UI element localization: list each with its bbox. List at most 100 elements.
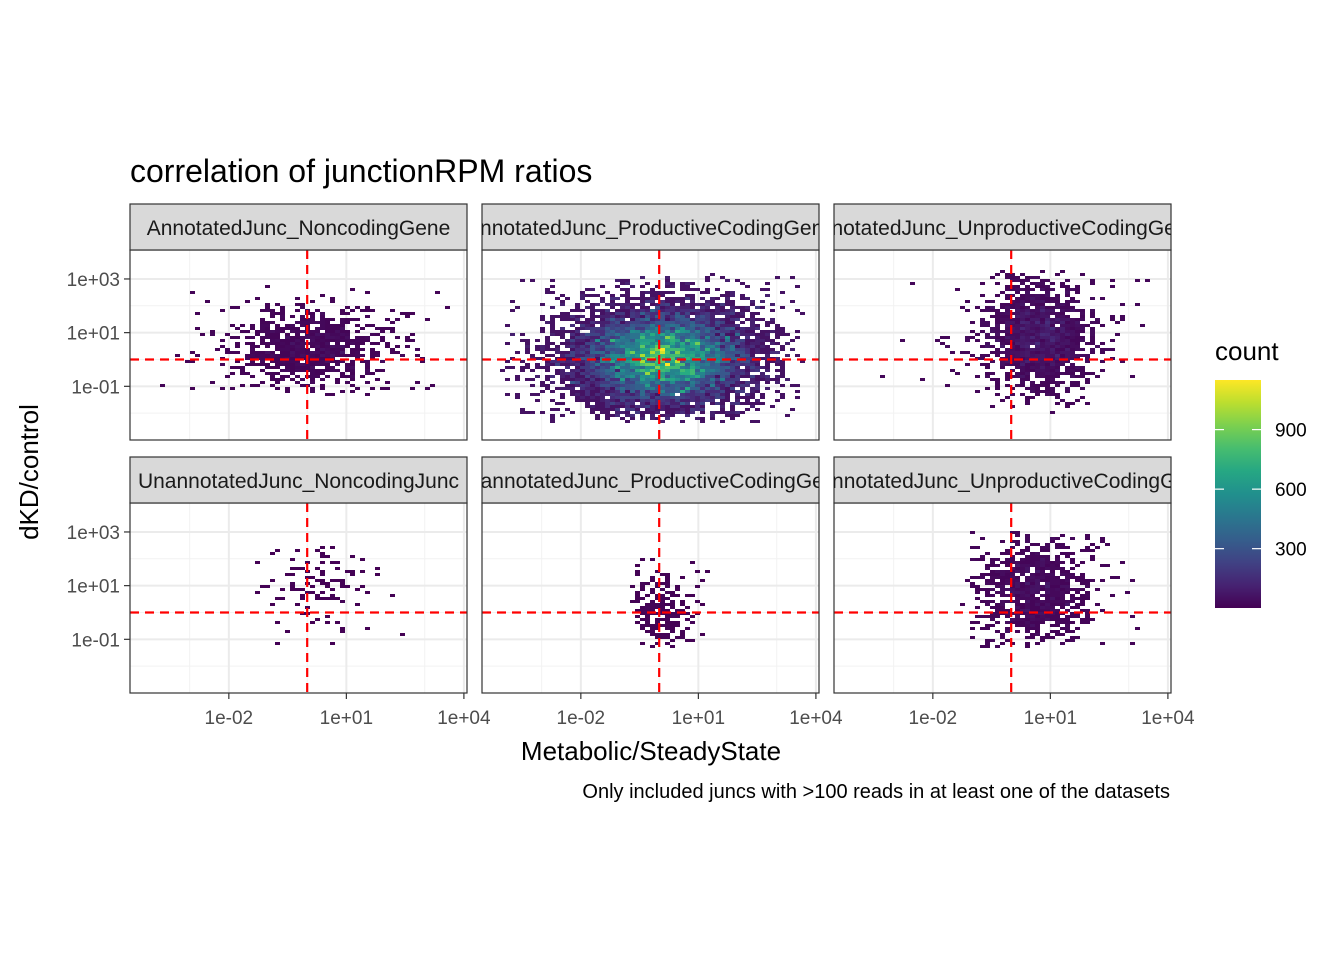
density-bin — [650, 354, 655, 357]
density-bin — [670, 285, 675, 288]
density-bin — [390, 327, 395, 330]
density-bin — [655, 348, 660, 351]
density-bin — [1000, 360, 1005, 363]
density-bin — [745, 357, 750, 360]
density-bin — [665, 342, 670, 345]
density-bin — [270, 339, 275, 342]
density-bin — [290, 357, 295, 360]
density-bin — [540, 411, 545, 414]
density-bin — [730, 345, 735, 348]
density-bin — [1040, 621, 1045, 624]
density-bin — [605, 339, 610, 342]
density-bin — [675, 399, 680, 402]
density-bin — [780, 330, 785, 333]
density-bin — [1045, 297, 1050, 300]
density-bin — [1055, 375, 1060, 378]
density-bin — [1060, 312, 1065, 315]
density-bin — [710, 354, 715, 357]
density-bin — [740, 282, 745, 285]
density-bin — [1060, 585, 1065, 588]
density-bin — [1045, 585, 1050, 588]
density-bin — [320, 324, 325, 327]
density-bin — [650, 600, 655, 603]
density-bin — [600, 375, 605, 378]
density-bin — [605, 291, 610, 294]
density-bin — [1075, 636, 1080, 639]
density-bin — [280, 588, 285, 591]
density-bin — [570, 411, 575, 414]
density-bin — [640, 321, 645, 324]
density-bin — [685, 414, 690, 417]
colorbar-tick-label: 300 — [1275, 540, 1307, 561]
density-bin — [270, 384, 275, 387]
density-bin — [295, 381, 300, 384]
density-bin — [1100, 369, 1105, 372]
density-bin — [660, 399, 665, 402]
density-bin — [760, 342, 765, 345]
density-bin — [645, 624, 650, 627]
density-bin — [560, 354, 565, 357]
density-bin — [1010, 363, 1015, 366]
density-bin — [1070, 306, 1075, 309]
density-bin — [1015, 576, 1020, 579]
density-bin — [1015, 306, 1020, 309]
density-bin — [595, 408, 600, 411]
density-bin — [1075, 333, 1080, 336]
density-bin — [700, 381, 705, 384]
density-bin — [730, 417, 735, 420]
density-bin — [995, 309, 1000, 312]
density-bin — [520, 366, 525, 369]
density-bin — [720, 411, 725, 414]
density-bin — [670, 303, 675, 306]
density-bin — [675, 300, 680, 303]
density-bin — [665, 318, 670, 321]
density-bin — [625, 366, 630, 369]
density-bin — [1055, 633, 1060, 636]
density-bin — [685, 375, 690, 378]
density-bin — [1020, 393, 1025, 396]
density-bin — [600, 399, 605, 402]
density-bin — [680, 306, 685, 309]
density-bin — [1005, 570, 1010, 573]
density-bin — [330, 360, 335, 363]
density-bin — [585, 360, 590, 363]
density-bin — [660, 405, 665, 408]
density-bin — [970, 336, 975, 339]
density-bin — [350, 384, 355, 387]
density-bin — [730, 363, 735, 366]
density-bin — [1045, 306, 1050, 309]
density-bin — [980, 345, 985, 348]
density-bin — [710, 300, 715, 303]
density-bin — [280, 348, 285, 351]
density-bin — [1010, 324, 1015, 327]
density-bin — [1110, 348, 1115, 351]
density-bin — [680, 339, 685, 342]
density-bin — [1065, 369, 1070, 372]
density-bin — [225, 351, 230, 354]
density-bin — [1005, 327, 1010, 330]
density-bin — [595, 321, 600, 324]
density-bin — [1025, 627, 1030, 630]
density-bin — [700, 357, 705, 360]
facet-strip — [833, 203, 1172, 251]
density-bin — [765, 360, 770, 363]
density-bin — [1045, 606, 1050, 609]
density-bin — [645, 405, 650, 408]
density-bin — [610, 312, 615, 315]
density-bin — [1040, 357, 1045, 360]
density-bin — [730, 342, 735, 345]
density-bin — [730, 321, 735, 324]
density-bin — [985, 624, 990, 627]
density-bin — [700, 579, 705, 582]
density-bin — [1020, 591, 1025, 594]
density-bin — [565, 345, 570, 348]
density-bin — [675, 378, 680, 381]
density-bin — [770, 303, 775, 306]
density-bin — [1000, 291, 1005, 294]
density-bin — [670, 372, 675, 375]
density-bin — [775, 351, 780, 354]
density-bin — [1050, 345, 1055, 348]
density-bin — [720, 366, 725, 369]
density-bin — [1045, 564, 1050, 567]
density-bin — [575, 348, 580, 351]
